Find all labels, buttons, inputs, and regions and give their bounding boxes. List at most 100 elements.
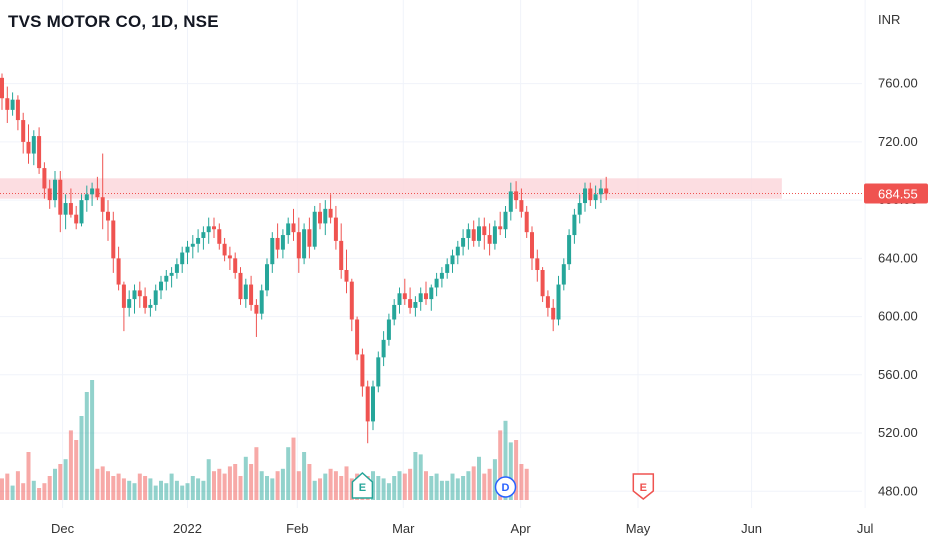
- price-tick-label: 560.00: [878, 367, 918, 382]
- candle-body: [307, 229, 312, 247]
- volume-bar: [169, 473, 174, 500]
- candle-body: [561, 264, 566, 285]
- volume-bar: [408, 468, 413, 500]
- candle-body: [265, 264, 269, 291]
- candle-body: [408, 299, 413, 308]
- volume-bar: [174, 480, 179, 500]
- candle-body: [514, 191, 519, 201]
- volume-bar: [0, 478, 4, 500]
- candle-body: [95, 188, 100, 198]
- candle-body: [461, 237, 466, 247]
- time-tick-label: Mar: [392, 521, 415, 536]
- candle-body: [15, 99, 20, 121]
- volume-bar: [381, 478, 386, 500]
- candle-body: [169, 272, 174, 276]
- candle-body: [339, 240, 344, 270]
- volume-bar: [127, 480, 132, 500]
- candle-body: [121, 284, 126, 308]
- volume-bar: [79, 416, 84, 500]
- volume-bar: [212, 471, 216, 500]
- candle-body: [577, 203, 582, 215]
- candle-body: [477, 226, 481, 241]
- volume-bar: [498, 430, 503, 500]
- candle-body: [132, 290, 137, 300]
- volume-bar: [413, 452, 418, 500]
- volume-bar: [344, 466, 349, 500]
- volume-bar: [280, 468, 285, 500]
- dividend-marker-label: D: [502, 482, 510, 494]
- volume-bar: [243, 456, 248, 500]
- time-tick-label: Jun: [741, 521, 762, 536]
- candle-body: [455, 246, 460, 256]
- candle-body: [53, 179, 57, 201]
- volume-bar: [376, 476, 381, 500]
- candle-body: [106, 211, 110, 221]
- price-axis[interactable]: 760.00720.00680.00640.00600.00560.00520.…: [878, 76, 918, 499]
- earnings-marker-icon: [632, 473, 655, 500]
- time-tick-label: 2022: [173, 521, 202, 536]
- volume-bar: [323, 473, 328, 500]
- chart-title: TVS MOTOR CO, 1D, NSE: [8, 12, 219, 31]
- volume-bar: [21, 483, 26, 500]
- candle-body: [530, 232, 534, 259]
- candle-body: [10, 99, 15, 110]
- volume-bar: [402, 473, 407, 500]
- volume-bar: [31, 480, 36, 500]
- candle-body: [349, 281, 354, 320]
- candle-body: [275, 237, 280, 250]
- candle-body: [31, 136, 36, 154]
- volume-bar: [455, 478, 460, 500]
- price-tick-label: 480.00: [878, 483, 918, 498]
- candle-body: [296, 232, 301, 259]
- volume-bar: [265, 476, 269, 500]
- volume-bar: [164, 483, 169, 500]
- volume-bar: [328, 468, 333, 500]
- time-tick-label: May: [626, 521, 651, 536]
- volume-bar: [482, 473, 487, 500]
- volume-bar: [90, 380, 95, 500]
- candle-body: [439, 272, 444, 279]
- volume-bar: [397, 471, 402, 500]
- volume-bar: [185, 483, 190, 500]
- price-tick-label: 760.00: [878, 76, 918, 91]
- volume-bar: [259, 471, 264, 500]
- candle-body: [26, 141, 31, 154]
- candle-body: [196, 237, 201, 244]
- volume-bar: [153, 485, 158, 500]
- volume-bar: [514, 440, 519, 500]
- volume-bar: [137, 473, 142, 500]
- volume-bar: [312, 480, 317, 500]
- volume-bar: [477, 456, 481, 500]
- volume-bar: [492, 459, 497, 500]
- candle-body: [286, 223, 291, 236]
- candle-body: [159, 281, 163, 291]
- volume-bar: [429, 476, 434, 500]
- volume-bar: [291, 437, 296, 500]
- volume-bar: [132, 483, 137, 500]
- volume-bar: [63, 459, 68, 500]
- volume-bar: [159, 480, 163, 500]
- candle-body: [212, 226, 216, 230]
- candle-body: [545, 296, 550, 308]
- candle-body: [280, 235, 285, 250]
- volume-bar: [106, 471, 110, 500]
- candle-body: [588, 188, 593, 201]
- time-tick-label: Jul: [857, 521, 874, 536]
- candle-body: [487, 235, 492, 244]
- volume-bar: [418, 454, 423, 500]
- candle-body: [508, 191, 513, 212]
- candle-body: [424, 293, 428, 300]
- candle-body: [604, 188, 609, 194]
- candle-body: [312, 211, 317, 247]
- volume-bar: [121, 478, 126, 500]
- volume-bar: [519, 464, 524, 500]
- volume-bar: [275, 471, 280, 500]
- candle-body: [593, 194, 598, 201]
- candle-body: [434, 278, 439, 288]
- volume-bar: [227, 466, 232, 500]
- candle-body: [206, 226, 211, 233]
- volume-bars: [0, 380, 529, 500]
- time-axis[interactable]: Dec 2022 Feb Mar Apr May Jun Jul: [51, 521, 874, 536]
